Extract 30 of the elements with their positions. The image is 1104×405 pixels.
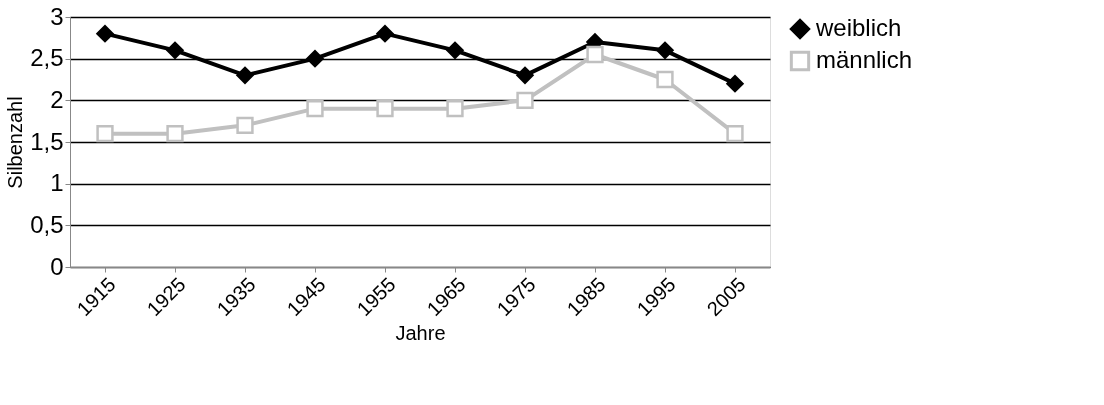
point — [726, 125, 744, 143]
y-tick-label: 1,5 — [30, 127, 64, 155]
point — [446, 41, 464, 59]
point — [516, 91, 534, 109]
legend-label: männlich — [816, 46, 913, 73]
point — [236, 116, 254, 134]
y-axis-title: Silbenzahl — [4, 96, 27, 189]
point — [306, 100, 324, 118]
point — [656, 70, 674, 89]
y-tick-label: 2,5 — [30, 44, 64, 72]
y-tick-label: 0 — [50, 252, 64, 280]
y-tick-label: 1 — [50, 169, 64, 197]
point — [166, 125, 184, 143]
point — [96, 125, 114, 143]
legend-label: weiblich — [815, 14, 902, 41]
y-tick-label: 0,5 — [30, 210, 64, 238]
point — [586, 45, 604, 64]
point — [376, 100, 394, 118]
point — [656, 41, 674, 59]
point — [516, 66, 534, 84]
y-tick-label: 3 — [50, 2, 64, 30]
point — [96, 25, 114, 43]
point — [446, 100, 464, 118]
point — [376, 25, 394, 43]
y-tick-label: 2 — [50, 85, 64, 113]
point — [236, 66, 254, 84]
x-axis-title: Jahre — [395, 322, 446, 345]
point — [166, 41, 184, 59]
point — [306, 50, 324, 68]
point — [726, 75, 744, 93]
